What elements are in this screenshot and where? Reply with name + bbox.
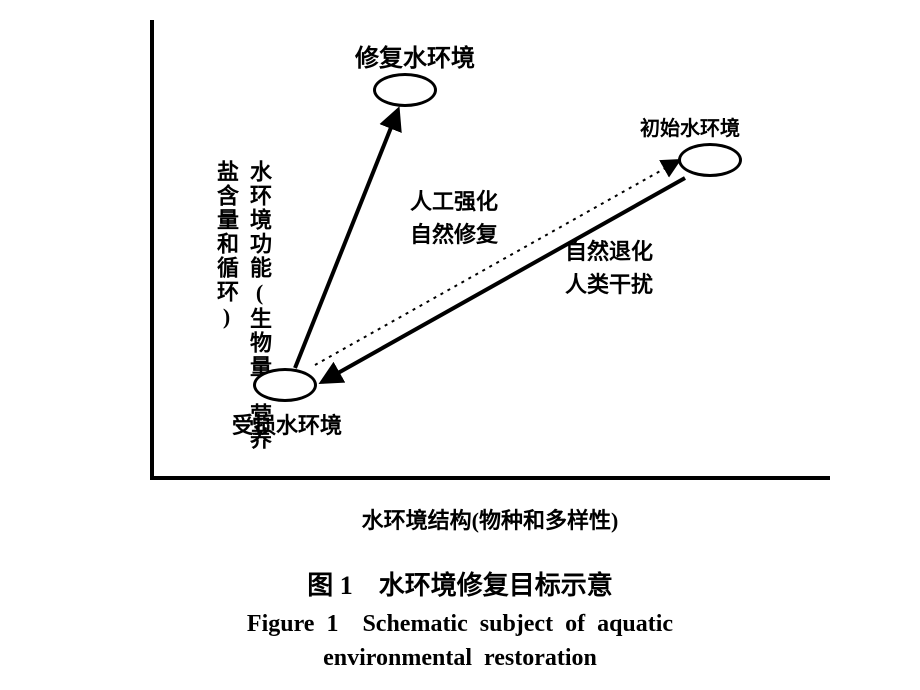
- edge-damaged-to-restored: [295, 110, 398, 368]
- y-axis: [150, 20, 154, 480]
- plot-area: 水环境功能(生物量、营养 盐含量和循环) 水环境结构(物种和多样性) 修复水环境: [150, 20, 830, 480]
- node-original-label: 初始水环境: [640, 112, 740, 141]
- edge-label-degradation-l2: 人类干扰: [565, 268, 653, 301]
- edge-label-artificial-l1: 人工强化: [410, 185, 498, 218]
- node-original: [678, 143, 742, 177]
- caption-en-l2: environmental restoration: [0, 642, 920, 676]
- x-axis-label: 水环境结构(物种和多样性): [150, 503, 830, 535]
- edge-label-artificial: 人工强化 自然修复: [410, 185, 498, 251]
- node-restored-label: 修复水环境: [355, 38, 475, 73]
- edge-label-degradation: 自然退化 人类干扰: [565, 235, 653, 301]
- diagram-container: 水环境功能(生物量、营养 盐含量和循环) 水环境结构(物种和多样性) 修复水环境: [0, 0, 920, 690]
- edge-label-artificial-l2: 自然修复: [410, 218, 498, 251]
- edge-label-degradation-l1: 自然退化: [565, 235, 653, 268]
- node-damaged: [253, 368, 317, 402]
- caption: 图 1 水环境修复目标示意 Figure 1 Schematic subject…: [0, 565, 920, 675]
- node-damaged-label: 受损水环境: [232, 408, 342, 440]
- caption-cn: 图 1 水环境修复目标示意: [0, 565, 920, 602]
- node-restored: [373, 73, 437, 107]
- caption-en-l1: Figure 1 Schematic subject of aquatic: [0, 608, 920, 642]
- x-axis: [150, 476, 830, 480]
